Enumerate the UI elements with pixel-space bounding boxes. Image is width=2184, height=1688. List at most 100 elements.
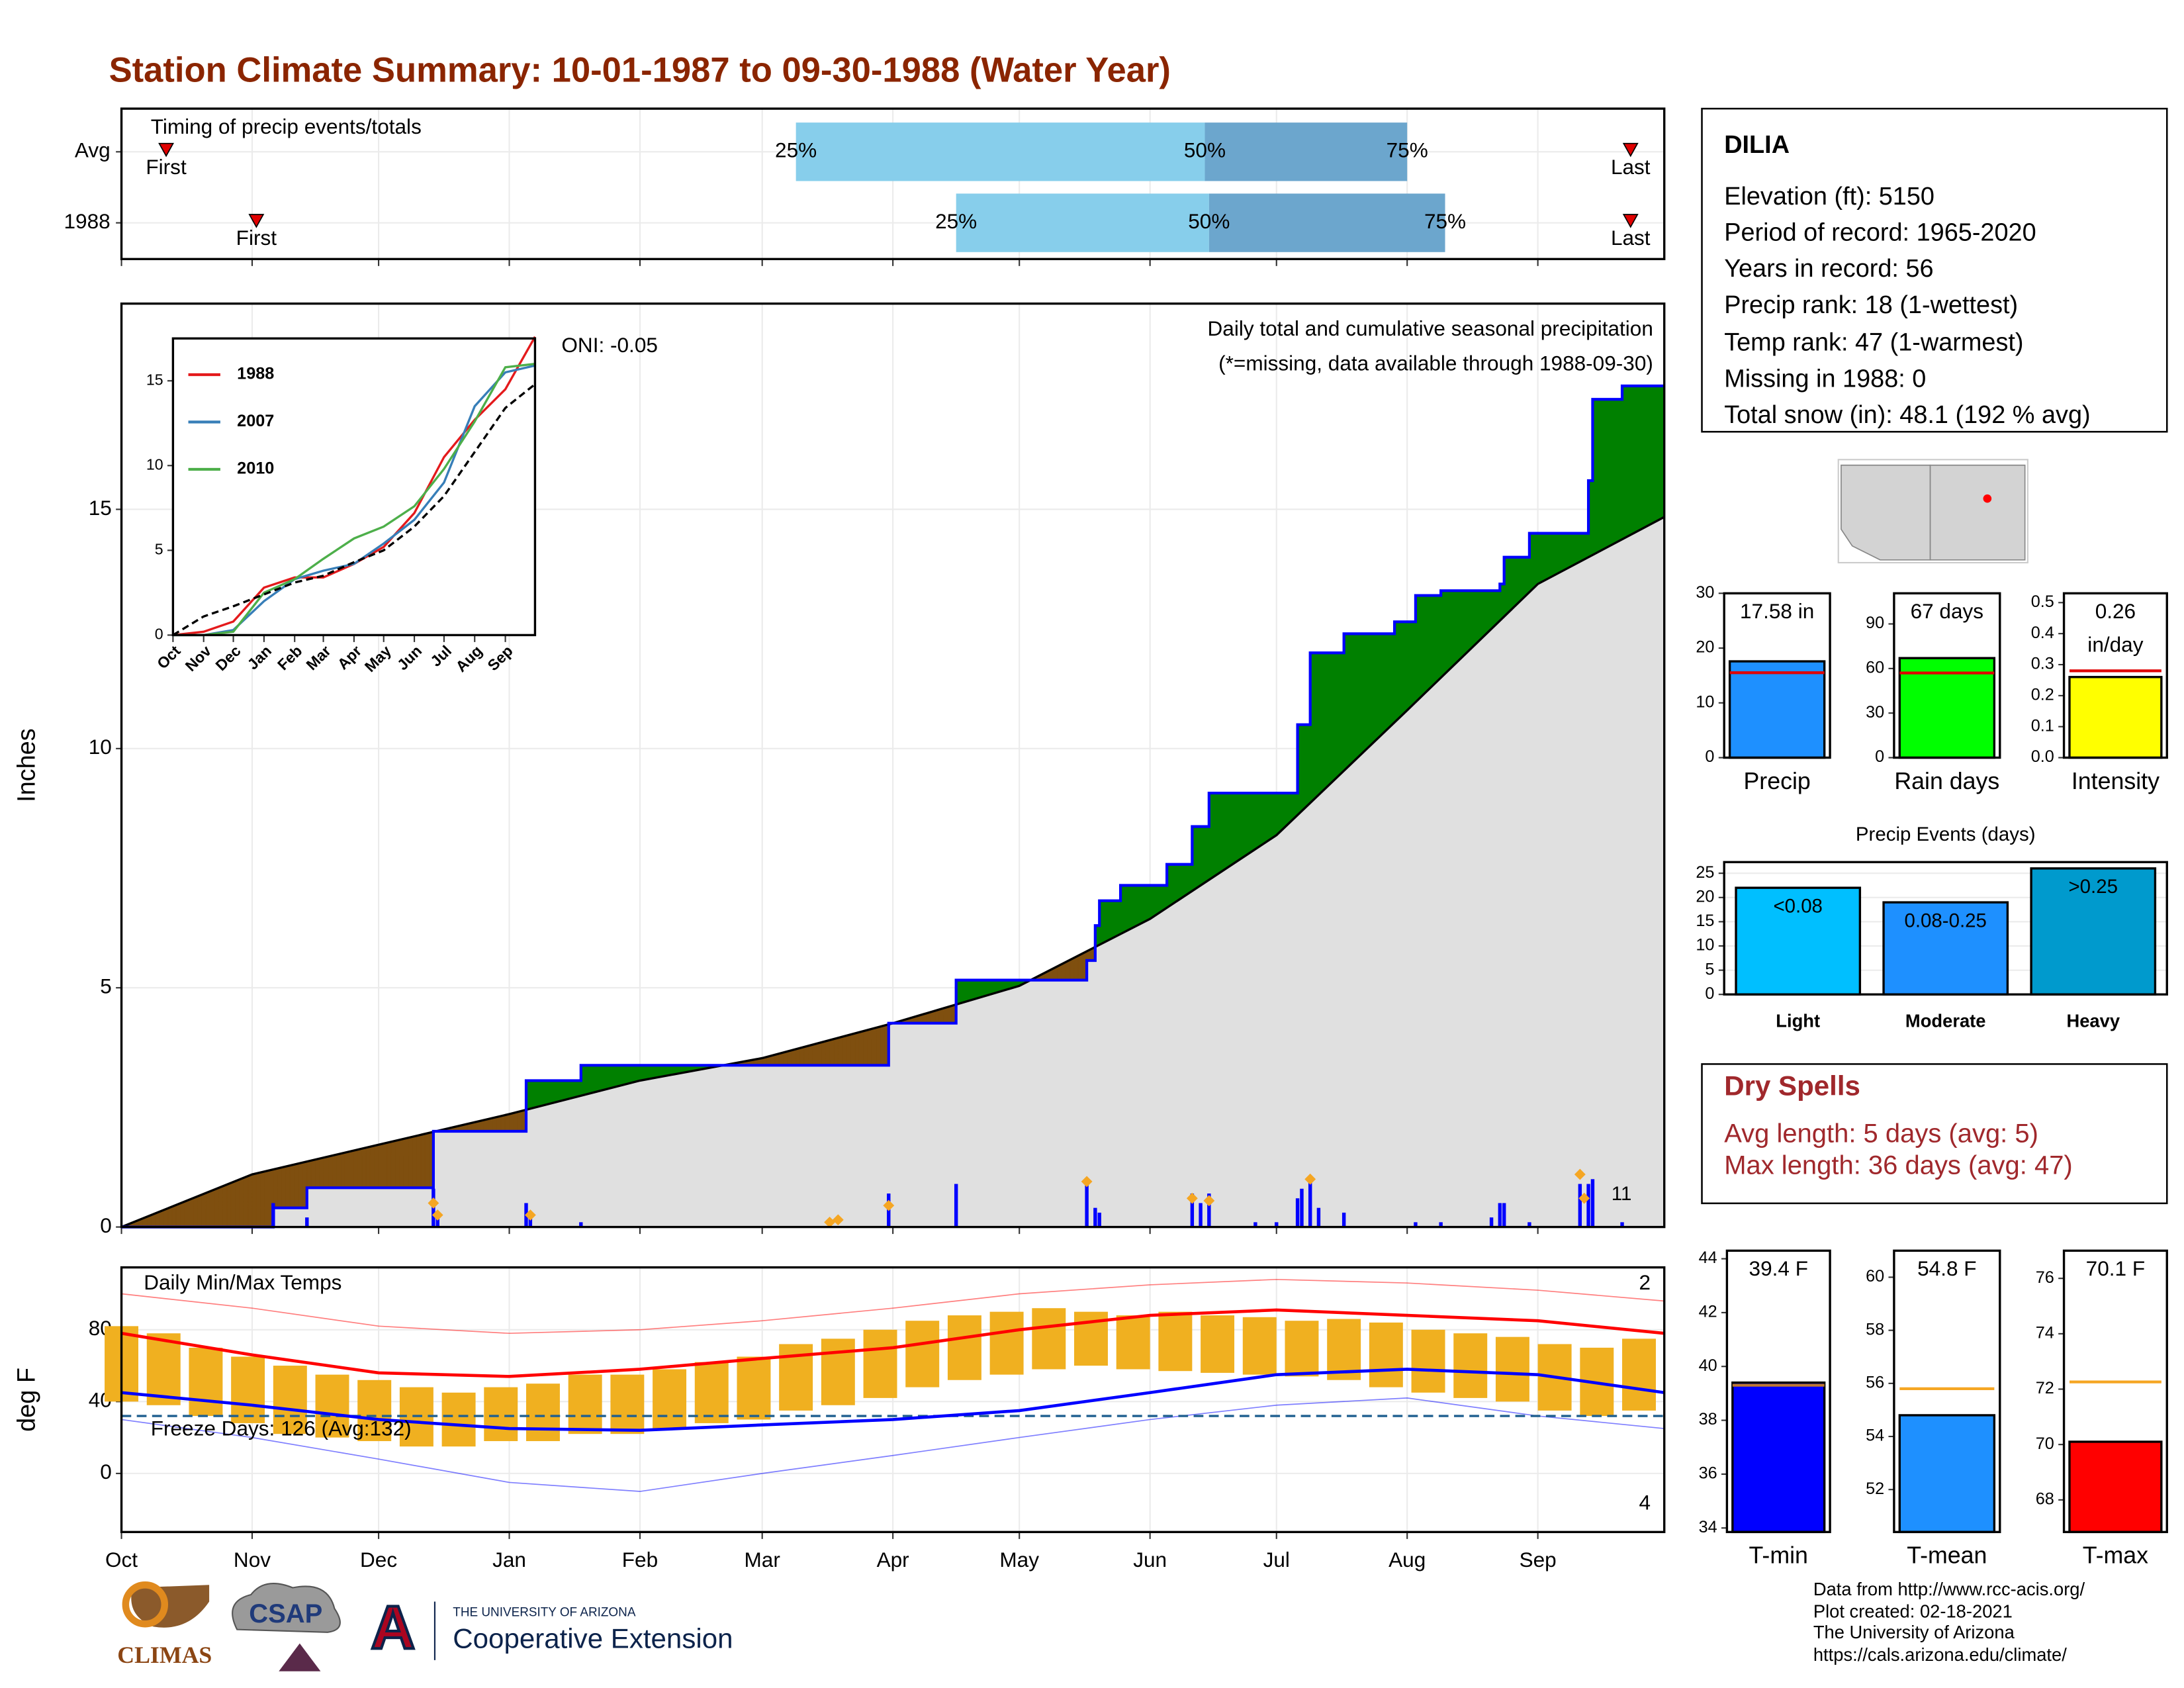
temp-range-bar bbox=[189, 1347, 223, 1417]
plot-frame bbox=[171, 337, 537, 637]
event-marker bbox=[1622, 142, 1639, 158]
panel-title: Precip Events (days) bbox=[1856, 823, 2036, 845]
category-label: T-max bbox=[2083, 1542, 2148, 1569]
annotation: ONI: -0.05 bbox=[561, 333, 658, 357]
category-label: Moderate bbox=[1905, 1011, 1986, 1031]
logo-text: CSAP bbox=[249, 1599, 322, 1628]
plot-background bbox=[173, 338, 535, 635]
dry-spells-box bbox=[1701, 1063, 2168, 1205]
y-tick-label: 15 bbox=[89, 496, 112, 520]
daily-precip-bar bbox=[1498, 1203, 1502, 1227]
station-line: Missing in 1988: 0 bbox=[1724, 365, 1926, 393]
y-tick-label: 0.3 bbox=[2031, 655, 2054, 673]
plot-frame bbox=[2062, 1249, 2168, 1534]
pct-label: 25% bbox=[935, 209, 977, 233]
temp-range-bar bbox=[231, 1356, 265, 1423]
plot-frame bbox=[2062, 592, 2168, 759]
temp-range-bar bbox=[1116, 1315, 1150, 1370]
y-tick-label: 0 bbox=[100, 1213, 112, 1237]
temp-range-bar bbox=[1411, 1329, 1445, 1393]
y-tick-label: 52 bbox=[1866, 1479, 1884, 1498]
y-axis-label: deg F bbox=[13, 1368, 41, 1432]
event-marker bbox=[1622, 214, 1639, 228]
temp-range-bar bbox=[146, 1333, 181, 1405]
temp-range-bar bbox=[1201, 1315, 1235, 1373]
y-tick-label: 10 bbox=[1696, 692, 1714, 711]
y-tick-label: 30 bbox=[1696, 583, 1714, 602]
daily-precip-bar bbox=[1414, 1222, 1418, 1227]
category-label: Light bbox=[1776, 1011, 1820, 1031]
y-tick-label: 15 bbox=[146, 371, 163, 388]
daily-precip-bar bbox=[1295, 1198, 1300, 1227]
station-line: Temp rank: 47 (1-warmest) bbox=[1724, 329, 2023, 357]
snow-count: 11 bbox=[1612, 1183, 1632, 1205]
value-label: 54.8 F bbox=[1917, 1256, 1976, 1280]
event-marker bbox=[248, 214, 265, 228]
average-area bbox=[121, 517, 1664, 1227]
series-line bbox=[172, 383, 536, 636]
y-tick-label: 0 bbox=[1875, 747, 1884, 766]
daily-precip-bar bbox=[954, 1184, 958, 1227]
station-line: Years in record: 56 bbox=[1724, 255, 1933, 283]
daily-precip-bar bbox=[1097, 1212, 1101, 1227]
y-tick-label: 72 bbox=[2036, 1379, 2054, 1397]
logos: CLIMAS CSAP A THE UNIVERSITY OF ARIZONA … bbox=[117, 1581, 733, 1671]
plot-frame bbox=[120, 302, 1666, 1229]
dry-spells-title: Dry Spells bbox=[1724, 1070, 1860, 1101]
station-line: Period of record: 1965-2020 bbox=[1724, 218, 2036, 246]
x-tick-label: Aug bbox=[1388, 1548, 1426, 1571]
bar bbox=[2068, 1440, 2163, 1534]
snow-marker bbox=[1574, 1168, 1586, 1180]
snow-marker bbox=[1578, 1192, 1590, 1204]
daily-precip-bar bbox=[1275, 1222, 1279, 1227]
panel-title: Daily total and cumulative seasonal prec… bbox=[1208, 316, 1653, 340]
climas-shape bbox=[131, 1585, 210, 1628]
bar bbox=[2030, 867, 2157, 996]
temp-range-bar bbox=[273, 1366, 307, 1434]
daily-precip-bar bbox=[1489, 1217, 1494, 1227]
y-tick-label: 0 bbox=[1705, 984, 1714, 1003]
temp-range-bar bbox=[1453, 1333, 1488, 1398]
y-tick-label: 76 bbox=[2036, 1268, 2054, 1287]
daily-precip-bar bbox=[271, 1203, 275, 1227]
y-tick-label: 10 bbox=[146, 455, 163, 473]
legend-label: 1988 bbox=[237, 365, 274, 383]
daily-precip-bar bbox=[528, 1217, 533, 1227]
series-line bbox=[173, 363, 535, 637]
first-label: First bbox=[236, 226, 277, 250]
x-tick-label: May bbox=[999, 1548, 1039, 1571]
temp-range-bar bbox=[905, 1321, 940, 1387]
y-tick-label: 74 bbox=[2036, 1324, 2054, 1342]
y-tick-label: 60 bbox=[1866, 1267, 1884, 1286]
record-high-count: 2 bbox=[1639, 1270, 1651, 1294]
value-label: 0.26 bbox=[2095, 599, 2136, 623]
quartile-bar bbox=[1208, 193, 1445, 252]
plot-frame bbox=[1723, 861, 2168, 996]
logo-text: THE UNIVERSITY OF ARIZONA bbox=[453, 1605, 636, 1619]
value-label: 70.1 F bbox=[2086, 1256, 2145, 1280]
plot-frame bbox=[1893, 1249, 2001, 1534]
bar-label: <0.08 bbox=[1773, 895, 1823, 917]
y-tick-label: 34 bbox=[1699, 1518, 1717, 1536]
daily-precip-bar bbox=[1578, 1184, 1582, 1227]
daily-precip-bar bbox=[1620, 1222, 1624, 1227]
pct-label: 50% bbox=[1184, 138, 1226, 162]
y-tick-label: 20 bbox=[1696, 638, 1714, 657]
snow-marker bbox=[832, 1214, 844, 1226]
daily-precip-bar bbox=[1439, 1222, 1443, 1227]
temp-range-bar bbox=[1622, 1338, 1656, 1411]
temp-range-bar bbox=[989, 1311, 1024, 1375]
daily-precip-bar bbox=[1308, 1179, 1312, 1227]
daily-precip-bar bbox=[1093, 1207, 1097, 1227]
daily-precip-bar bbox=[1300, 1188, 1304, 1227]
temp-range-bar bbox=[525, 1383, 560, 1442]
bar bbox=[1898, 1414, 1996, 1534]
category-label: Intensity bbox=[2071, 768, 2160, 794]
record-line bbox=[121, 1397, 1664, 1492]
y-tick-label: 38 bbox=[1699, 1410, 1717, 1429]
y-tick-label: 5 bbox=[155, 540, 163, 557]
daily-precip-bar bbox=[1207, 1193, 1211, 1227]
daily-precip-bar bbox=[1527, 1222, 1531, 1227]
station-name: DILIA bbox=[1724, 131, 1790, 159]
y-tick-label: 5 bbox=[100, 974, 112, 998]
